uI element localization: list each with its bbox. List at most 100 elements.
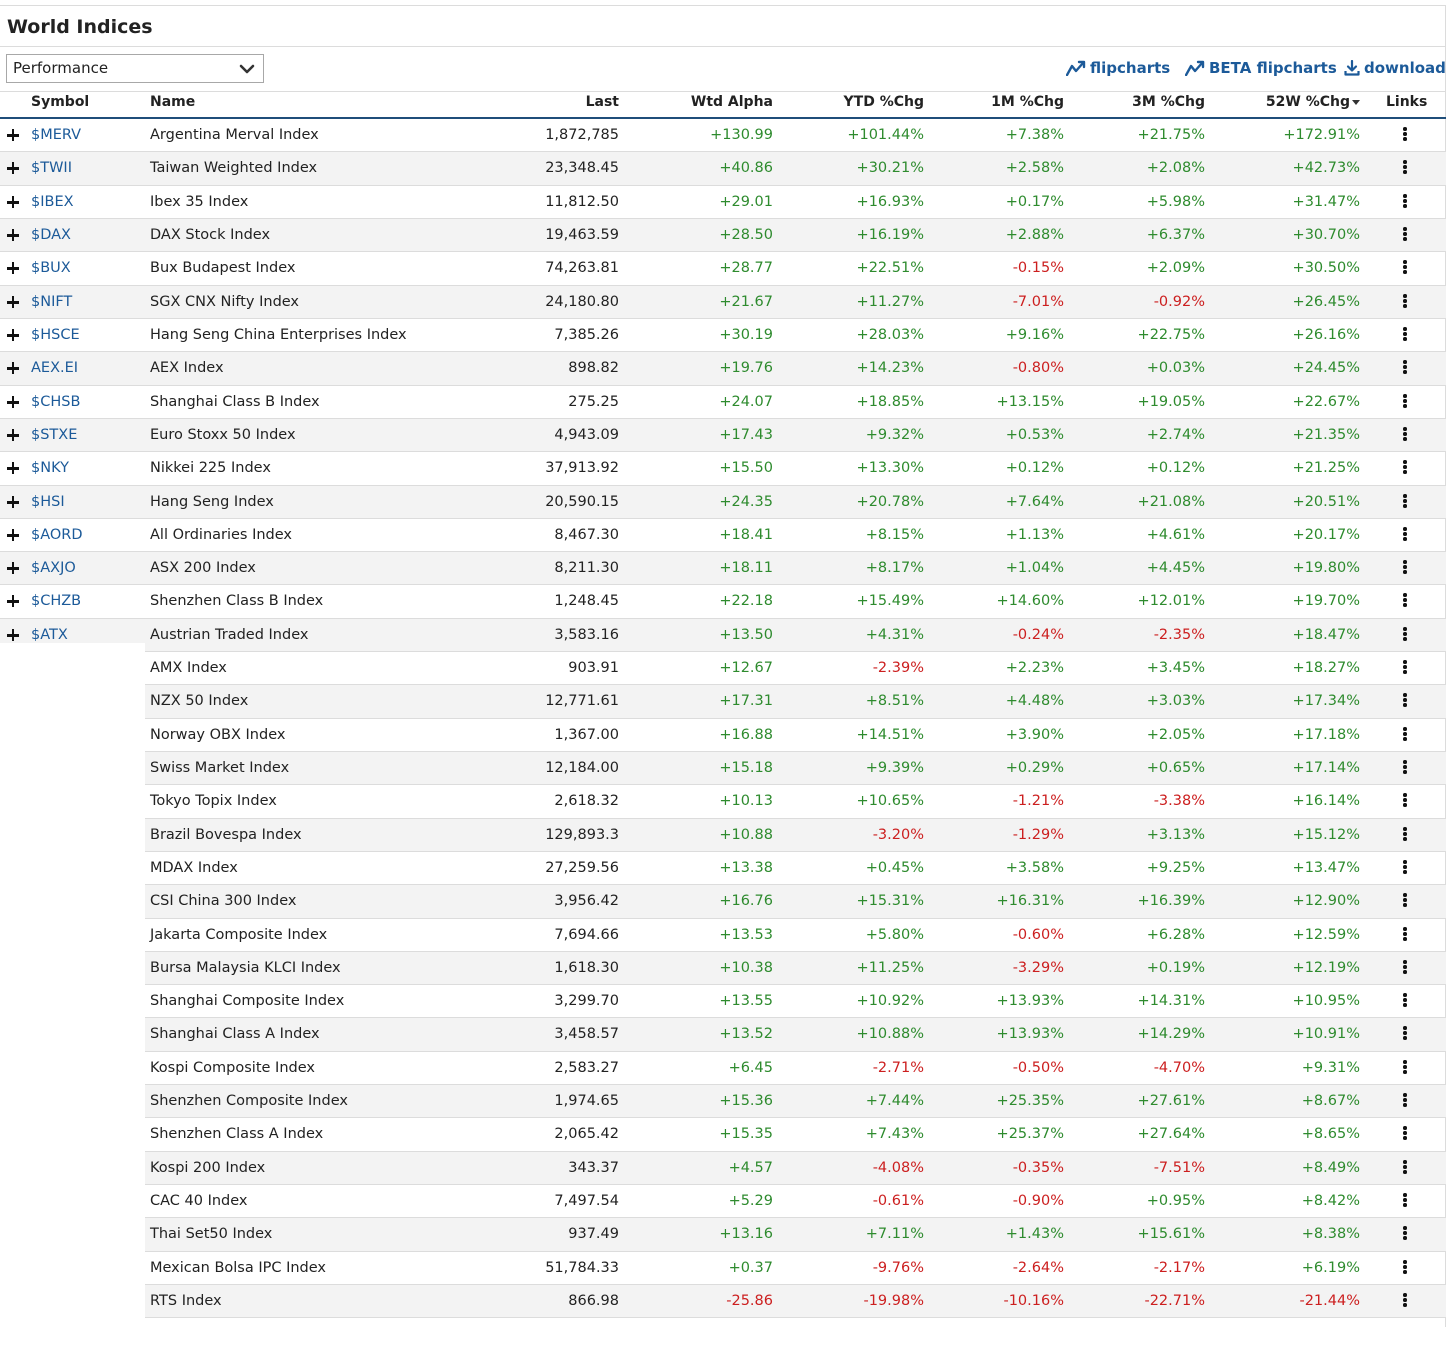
col-header-last[interactable]: Last [585, 94, 619, 110]
table-row[interactable]: $NIFT SGX CNX Nifty Index 24,180.80 +21.67 +… [0, 286, 1446, 319]
more-vertical-icon[interactable] [1398, 194, 1412, 210]
table-row[interactable]: $HSCE Hang Seng China Enterprises Index 7,… [0, 319, 1446, 352]
table-row[interactable]: $IBEX Ibex 35 Index 11,812.50 +29.01 +16.93%… [0, 186, 1446, 219]
table-row[interactable]: Mexican Bolsa IPC Index 51,784.33 +0.37 -9.… [0, 1252, 1446, 1285]
expand-row-icon[interactable] [7, 296, 19, 308]
more-vertical-icon[interactable] [1398, 1126, 1412, 1142]
more-vertical-icon[interactable] [1398, 494, 1412, 510]
expand-row-icon[interactable] [7, 262, 19, 274]
expand-row-icon[interactable] [7, 229, 19, 241]
table-row[interactable]: Brazil Bovespa Index 129,893.3 +10.88 -3.20… [0, 819, 1446, 852]
table-row[interactable]: Shanghai Class A Index 3,458.57 +13.52 +10.… [0, 1018, 1446, 1052]
table-row[interactable]: $HSI Hang Seng Index 20,590.15 +24.35 +20.78… [0, 486, 1446, 519]
cell-symbol[interactable]: $HSCE [31, 327, 80, 343]
table-row[interactable]: $BUX Bux Budapest Index 74,263.81 +28.77 +22… [0, 252, 1446, 286]
more-vertical-icon[interactable] [1398, 294, 1412, 310]
table-row[interactable]: $CHZB Shenzhen Class B Index 1,248.45 +22.1… [0, 585, 1446, 619]
view-select[interactable]: Performance [6, 54, 264, 83]
table-row[interactable]: Jakarta Composite Index 7,694.66 +13.53 +5.… [0, 919, 1446, 952]
expand-row-icon[interactable] [7, 529, 19, 541]
more-vertical-icon[interactable] [1398, 1226, 1412, 1242]
cell-symbol[interactable]: $AXJO [31, 560, 76, 576]
cell-symbol[interactable]: $NKY [31, 460, 69, 476]
more-vertical-icon[interactable] [1398, 1293, 1412, 1309]
more-vertical-icon[interactable] [1398, 360, 1412, 376]
col-header-3m[interactable]: 3M %Chg [1132, 94, 1205, 110]
more-vertical-icon[interactable] [1398, 527, 1412, 543]
table-row[interactable]: $ATX Austrian Traded Index 3,583.16 +13.50 +… [0, 619, 1446, 652]
table-row[interactable]: AEX.EI AEX Index 898.82 +19.76 +14.23% -0.80%… [0, 352, 1446, 386]
cell-symbol[interactable]: $AORD [31, 527, 83, 543]
table-row[interactable]: $DAX DAX Stock Index 19,463.59 +28.50 +16.19… [0, 219, 1446, 252]
more-vertical-icon[interactable] [1398, 627, 1412, 643]
col-header-1m[interactable]: 1M %Chg [991, 94, 1064, 110]
expand-row-icon[interactable] [7, 362, 19, 374]
more-vertical-icon[interactable] [1398, 860, 1412, 876]
cell-symbol[interactable]: $DAX [31, 227, 71, 243]
table-row[interactable]: Norway OBX Index 1,367.00 +16.88 +14.51% +3.… [0, 719, 1446, 752]
col-header-52w[interactable]: 52W %Chg [1266, 86, 1360, 119]
more-vertical-icon[interactable] [1398, 960, 1412, 976]
table-row[interactable]: AMX Index 903.91 +12.67 -2.39% +2.23% +3.45% +… [0, 652, 1446, 685]
more-vertical-icon[interactable] [1398, 793, 1412, 809]
table-row[interactable]: Swiss Market Index 12,184.00 +15.18 +9.39% +… [0, 752, 1446, 785]
table-row[interactable]: $CHSB Shanghai Class B Index 275.25 +24.07 +… [0, 386, 1446, 419]
cell-symbol[interactable]: $TWII [31, 160, 72, 176]
more-vertical-icon[interactable] [1398, 893, 1412, 909]
more-vertical-icon[interactable] [1398, 460, 1412, 476]
table-row[interactable]: Kospi 200 Index 343.37 +4.57 -4.08% -0.35% -7… [0, 1152, 1446, 1185]
table-row[interactable]: NZX 50 Index 12,771.61 +17.31 +8.51% +4.48% +… [0, 685, 1446, 719]
cell-symbol[interactable]: $IBEX [31, 194, 74, 210]
more-vertical-icon[interactable] [1398, 1193, 1412, 1209]
more-vertical-icon[interactable] [1398, 693, 1412, 709]
more-vertical-icon[interactable] [1398, 260, 1412, 276]
col-header-wtd-alpha[interactable]: Wtd Alpha [690, 94, 773, 110]
expand-row-icon[interactable] [7, 595, 19, 607]
download-link[interactable]: download [1344, 59, 1446, 77]
expand-row-icon[interactable] [7, 196, 19, 208]
expand-row-icon[interactable] [7, 429, 19, 441]
cell-symbol[interactable]: $MERV [31, 127, 82, 143]
expand-row-icon[interactable] [7, 129, 19, 141]
more-vertical-icon[interactable] [1398, 427, 1412, 443]
cell-symbol[interactable]: $CHSB [31, 394, 81, 410]
cell-symbol[interactable]: $CHZB [31, 593, 82, 609]
table-row[interactable]: Shenzhen Class A Index 2,065.42 +15.35 +7.4… [0, 1118, 1446, 1152]
table-row[interactable]: $AORD All Ordinaries Index 8,467.30 +18.41 +… [0, 519, 1446, 552]
cell-symbol[interactable]: $HSI [31, 494, 65, 510]
more-vertical-icon[interactable] [1398, 760, 1412, 776]
more-vertical-icon[interactable] [1398, 993, 1412, 1009]
more-vertical-icon[interactable] [1398, 1160, 1412, 1176]
more-vertical-icon[interactable] [1398, 927, 1412, 943]
expand-row-icon[interactable] [7, 329, 19, 341]
table-row[interactable]: MDAX Index 27,259.56 +13.38 +0.45% +3.58% +9.… [0, 852, 1446, 885]
more-vertical-icon[interactable] [1398, 160, 1412, 176]
more-vertical-icon[interactable] [1398, 394, 1412, 410]
more-vertical-icon[interactable] [1398, 593, 1412, 609]
more-vertical-icon[interactable] [1398, 1093, 1412, 1109]
table-row[interactable]: $AXJO ASX 200 Index 8,211.30 +18.11 +8.17% +1… [0, 552, 1446, 585]
more-vertical-icon[interactable] [1398, 327, 1412, 343]
flipcharts-link[interactable]: flipcharts [1065, 59, 1170, 77]
table-row[interactable]: Thai Set50 Index 937.49 +13.16 +7.11% +1.43%… [0, 1218, 1446, 1252]
table-row[interactable]: Kospi Composite Index 2,583.27 +6.45 -2.71%… [0, 1052, 1446, 1085]
table-row[interactable]: CAC 40 Index 7,497.54 +5.29 -0.61% -0.90% +0.… [0, 1185, 1446, 1218]
more-vertical-icon[interactable] [1398, 227, 1412, 243]
table-row[interactable]: $STXE Euro Stoxx 50 Index 4,943.09 +17.43 +9… [0, 419, 1446, 452]
table-row[interactable]: Shanghai Composite Index 3,299.70 +13.55 +1… [0, 985, 1446, 1018]
more-vertical-icon[interactable] [1398, 127, 1412, 143]
expand-row-icon[interactable] [7, 496, 19, 508]
more-vertical-icon[interactable] [1398, 660, 1412, 676]
table-row[interactable]: Bursa Malaysia KLCI Index 1,618.30 +10.38 +… [0, 952, 1446, 985]
more-vertical-icon[interactable] [1398, 1060, 1412, 1076]
more-vertical-icon[interactable] [1398, 560, 1412, 576]
expand-row-icon[interactable] [7, 562, 19, 574]
table-row[interactable]: $TWII Taiwan Weighted Index 23,348.45 +40.8… [0, 152, 1446, 186]
more-vertical-icon[interactable] [1398, 827, 1412, 843]
expand-row-icon[interactable] [7, 396, 19, 408]
more-vertical-icon[interactable] [1398, 1026, 1412, 1042]
more-vertical-icon[interactable] [1398, 727, 1412, 743]
cell-symbol[interactable]: $NIFT [31, 294, 73, 310]
expand-row-icon[interactable] [7, 629, 19, 641]
col-header-name[interactable]: Name [150, 94, 196, 110]
